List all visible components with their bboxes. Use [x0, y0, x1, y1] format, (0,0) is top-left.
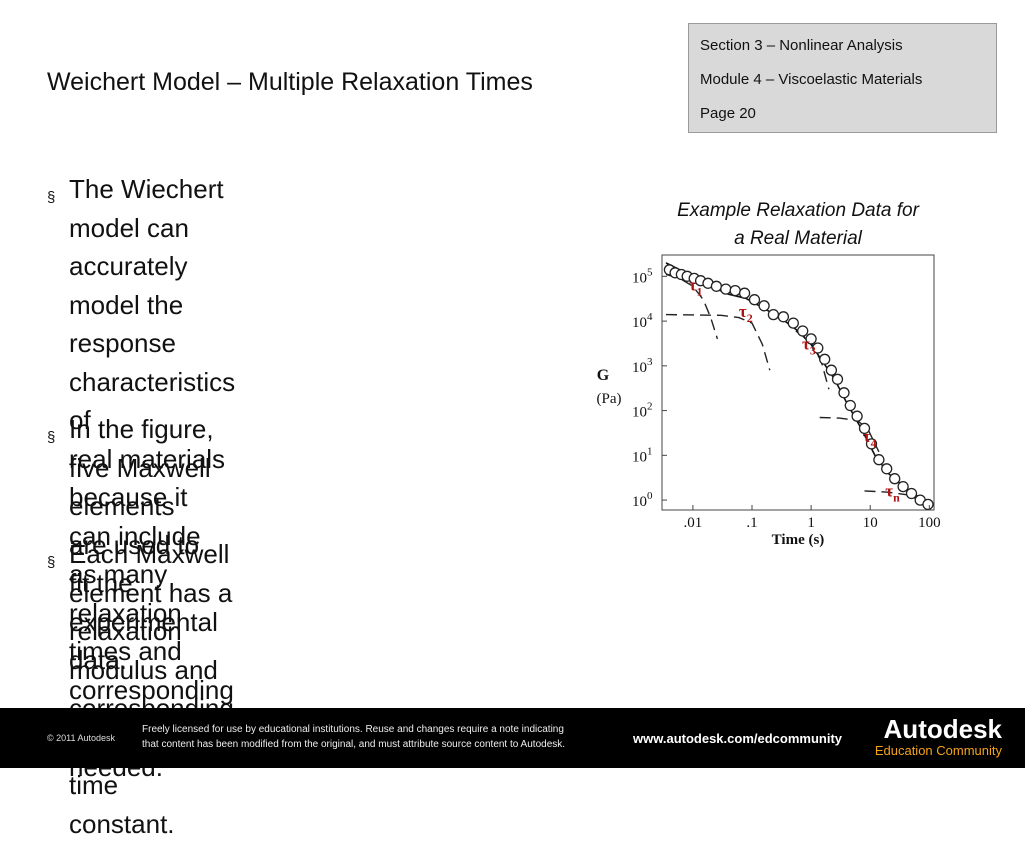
- y-tick-label: 103: [632, 356, 653, 376]
- section-label: Section 3 – Nonlinear Analysis: [700, 37, 903, 54]
- slide-title: Weichert Model – Multiple Relaxation Tim…: [47, 68, 533, 96]
- x-tick-label: 10: [863, 515, 878, 531]
- points-layer: [663, 264, 934, 511]
- page-label: Page 20: [700, 105, 756, 122]
- data-point: [831, 373, 844, 385]
- data-point: [787, 317, 799, 329]
- data-point: [889, 473, 901, 485]
- data-point: [758, 300, 770, 312]
- bullet-marker-icon: §: [47, 554, 56, 571]
- logo-wordmark: Autodesk: [883, 714, 1002, 744]
- data-point: [851, 410, 863, 422]
- x-tick-label: .01: [684, 515, 703, 531]
- data-point: [838, 387, 850, 399]
- maxwell-element-curve: [665, 273, 719, 340]
- data-point: [812, 342, 824, 354]
- logo-subtitle: Education Community: [874, 743, 1002, 758]
- tau-annotation: τ4: [863, 427, 877, 450]
- y-tick-label: 105: [632, 266, 653, 286]
- x-ticks: .01 .1 1 10 100: [684, 505, 941, 531]
- figure-title-line-2: a Real Material: [734, 228, 862, 249]
- data-point: [865, 438, 878, 450]
- y-axis-label-unit: (Pa): [597, 391, 622, 407]
- tau-annotation: τ3: [802, 335, 816, 358]
- bullet-marker-icon: §: [47, 429, 56, 446]
- plot-frame: [661, 254, 935, 511]
- x-axis-label: Time (s): [772, 532, 825, 548]
- y-ticks: 100 101 102 103 104 105: [632, 266, 667, 510]
- data-point: [825, 364, 838, 376]
- data-point: [922, 498, 934, 511]
- y-axis-label-g: G: [597, 367, 610, 384]
- footer-bar: © 2011 Autodesk Freely licensed for use …: [0, 708, 1025, 768]
- data-point: [729, 284, 741, 297]
- license-text: Freely licensed for use by educational i…: [142, 724, 566, 750]
- tau-annotation: τ1: [689, 276, 703, 299]
- data-point: [777, 311, 790, 323]
- bullet-text: Each Maxwell element has a relaxation mo…: [69, 539, 234, 839]
- x-tick-label: 100: [918, 515, 941, 531]
- bullet-marker-icon: §: [47, 189, 56, 206]
- tau-annotation: τ2: [739, 302, 753, 325]
- data-point: [897, 480, 909, 493]
- copyright-text: © 2011 Autodesk: [47, 733, 116, 743]
- data-point: [819, 353, 831, 365]
- bullet-text: The Wiechert model can accurately model …: [69, 174, 236, 782]
- data-point: [844, 399, 856, 412]
- data-point: [720, 283, 732, 295]
- x-tick-label: 1: [807, 515, 815, 531]
- data-point: [738, 287, 751, 299]
- data-point: [748, 294, 761, 306]
- data-point: [710, 280, 723, 292]
- figure-title: Example Relaxation Data for a Real Mater…: [640, 197, 956, 253]
- y-tick-label: 100: [632, 490, 653, 510]
- bullet-text: In the figure, five Maxwell elements are…: [69, 414, 218, 675]
- x-tick-label: .1: [746, 515, 757, 531]
- y-tick-label: 104: [632, 311, 653, 331]
- data-point: [905, 487, 918, 500]
- autodesk-logo: Autodesk Education Community: [868, 714, 1002, 758]
- figure-title-line-1: Example Relaxation Data for: [677, 200, 919, 221]
- data-point: [873, 454, 885, 466]
- community-url[interactable]: www.autodesk.com/edcommunity: [633, 731, 843, 746]
- y-tick-label: 101: [632, 445, 653, 465]
- data-point: [767, 308, 780, 321]
- tau-annotation: τn: [885, 482, 900, 505]
- section-info-box: Section 3 – Nonlinear Analysis Module 4 …: [688, 23, 997, 133]
- module-label: Module 4 – Viscoelastic Materials: [700, 71, 923, 88]
- data-point: [805, 333, 817, 345]
- data-point: [858, 422, 871, 435]
- data-point: [797, 325, 809, 337]
- annotations-layer: τ1 τ2 τ3 τ4 τn: [689, 276, 900, 505]
- data-point: [881, 463, 893, 475]
- y-tick-label: 102: [632, 401, 653, 421]
- maxwell-element-curve: [665, 313, 771, 371]
